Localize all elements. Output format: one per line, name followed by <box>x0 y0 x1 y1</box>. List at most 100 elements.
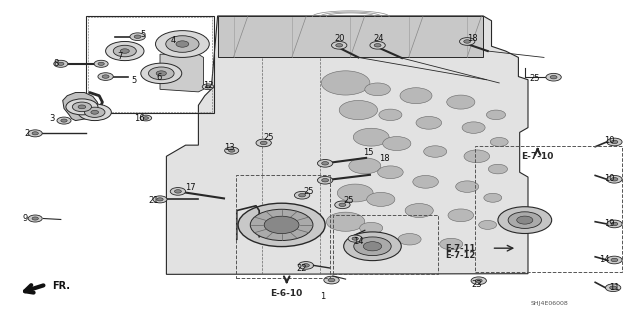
Text: 9: 9 <box>23 214 28 223</box>
Polygon shape <box>166 16 528 274</box>
Circle shape <box>176 41 189 47</box>
Polygon shape <box>160 54 204 92</box>
Circle shape <box>484 193 502 202</box>
Circle shape <box>607 138 622 146</box>
Circle shape <box>238 203 325 247</box>
Circle shape <box>349 158 381 174</box>
Text: SHJ4E06008: SHJ4E06008 <box>531 301 568 306</box>
Circle shape <box>140 115 152 121</box>
Circle shape <box>32 217 38 220</box>
Circle shape <box>611 258 618 262</box>
Circle shape <box>228 149 235 152</box>
Circle shape <box>447 95 475 109</box>
Text: 4: 4 <box>170 36 175 45</box>
Circle shape <box>462 122 485 133</box>
Circle shape <box>170 188 186 195</box>
Circle shape <box>166 36 199 52</box>
Circle shape <box>175 190 181 193</box>
Circle shape <box>134 35 141 38</box>
Text: 17: 17 <box>186 183 196 192</box>
Circle shape <box>120 49 129 53</box>
Text: 14: 14 <box>353 237 364 246</box>
Circle shape <box>610 286 616 289</box>
Circle shape <box>611 140 618 144</box>
Text: 21: 21 <box>148 196 159 205</box>
Text: E-7-10: E-7-10 <box>522 152 554 161</box>
Circle shape <box>322 162 328 165</box>
Circle shape <box>32 132 38 135</box>
Circle shape <box>374 44 381 47</box>
Circle shape <box>364 242 381 251</box>
Circle shape <box>299 194 305 197</box>
Circle shape <box>352 237 358 240</box>
Circle shape <box>365 83 390 96</box>
Text: 11: 11 <box>609 283 620 292</box>
Circle shape <box>400 88 432 104</box>
Circle shape <box>344 232 401 261</box>
Circle shape <box>424 146 447 157</box>
Circle shape <box>84 107 105 117</box>
Text: 16: 16 <box>134 114 145 123</box>
Bar <box>86 16 214 113</box>
Text: 18: 18 <box>467 34 477 43</box>
Circle shape <box>611 178 618 181</box>
Text: 8: 8 <box>54 59 59 68</box>
Circle shape <box>66 99 98 115</box>
Circle shape <box>360 222 383 234</box>
Text: 1: 1 <box>321 292 326 301</box>
Circle shape <box>379 109 402 121</box>
Circle shape <box>488 164 508 174</box>
Bar <box>475 146 622 272</box>
Circle shape <box>335 201 350 209</box>
Text: 18: 18 <box>379 154 389 163</box>
Bar <box>236 175 330 278</box>
Text: 19: 19 <box>604 219 614 228</box>
Circle shape <box>471 277 486 285</box>
Circle shape <box>550 76 557 79</box>
Text: FR.: FR. <box>52 281 70 292</box>
Text: E-6-10: E-6-10 <box>271 289 303 298</box>
Circle shape <box>490 137 508 146</box>
Circle shape <box>98 73 113 80</box>
Circle shape <box>405 204 433 218</box>
Circle shape <box>456 181 479 192</box>
Circle shape <box>339 100 378 120</box>
Text: 25: 25 <box>344 197 354 205</box>
Circle shape <box>98 62 104 65</box>
Circle shape <box>143 117 148 119</box>
Circle shape <box>546 73 561 81</box>
Circle shape <box>336 44 342 47</box>
Circle shape <box>332 41 347 49</box>
Circle shape <box>28 130 42 137</box>
Circle shape <box>78 104 111 121</box>
Text: 10: 10 <box>604 137 614 145</box>
Circle shape <box>303 264 309 267</box>
Circle shape <box>516 216 533 224</box>
Circle shape <box>486 110 506 120</box>
Circle shape <box>322 179 328 182</box>
Circle shape <box>153 196 167 203</box>
Circle shape <box>250 209 313 241</box>
Text: 15: 15 <box>363 148 373 157</box>
Circle shape <box>28 215 42 222</box>
Circle shape <box>148 67 174 80</box>
Circle shape <box>607 256 622 264</box>
Text: 24: 24 <box>374 34 384 43</box>
Circle shape <box>156 71 166 76</box>
Circle shape <box>317 160 333 167</box>
Circle shape <box>440 238 463 250</box>
Text: 12: 12 <box>203 81 213 90</box>
Circle shape <box>256 139 271 147</box>
Text: E-7-12: E-7-12 <box>445 251 475 260</box>
Circle shape <box>607 220 622 228</box>
Circle shape <box>605 284 621 292</box>
Circle shape <box>94 60 108 67</box>
Circle shape <box>370 41 385 49</box>
Circle shape <box>156 31 209 57</box>
Circle shape <box>460 38 475 45</box>
Circle shape <box>298 262 314 269</box>
Circle shape <box>413 175 438 188</box>
Circle shape <box>416 116 442 129</box>
Bar <box>88 17 212 112</box>
Circle shape <box>378 166 403 179</box>
